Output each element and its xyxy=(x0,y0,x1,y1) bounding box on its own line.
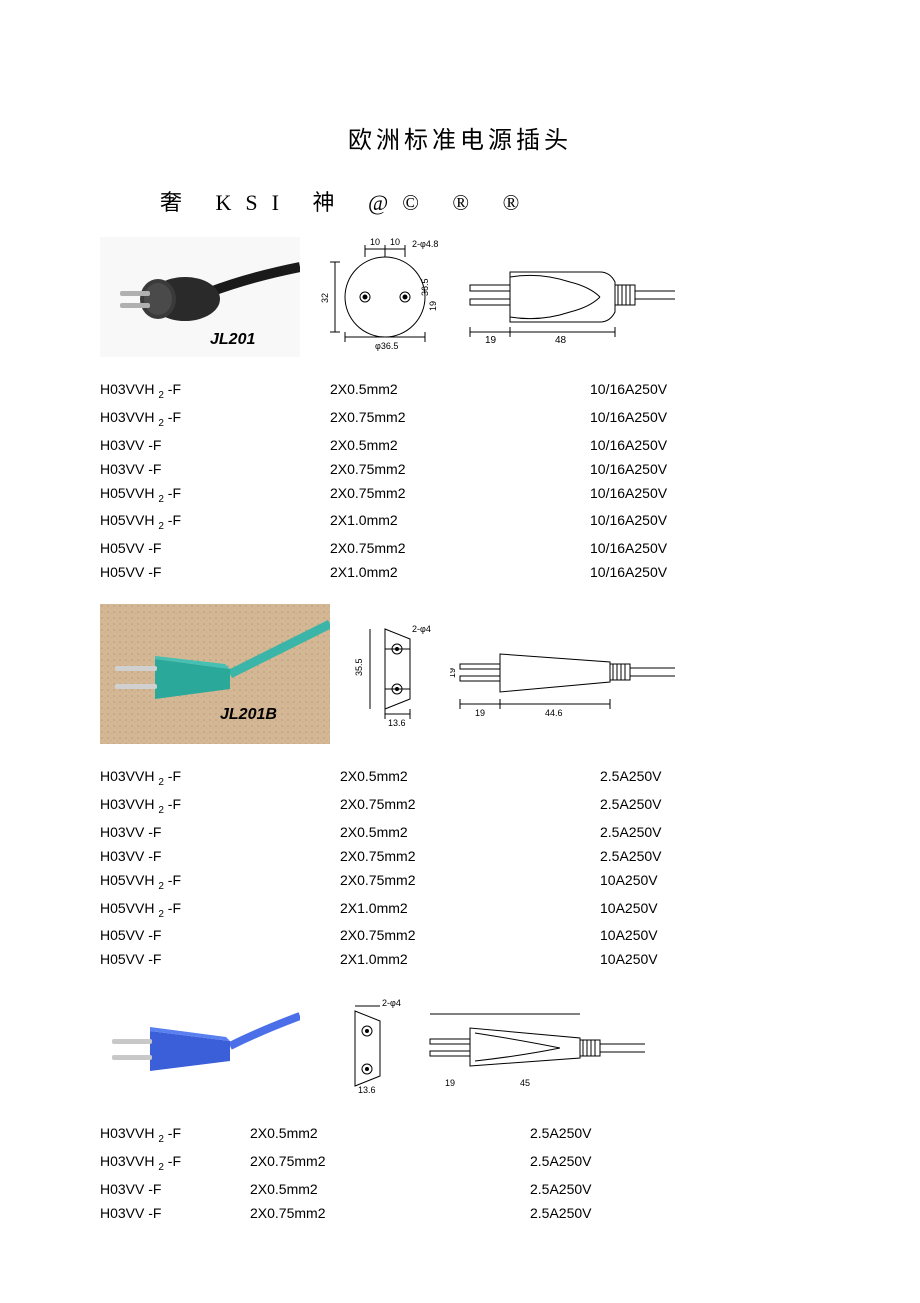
table-row: H03VVH 2 -F2X0.75mm22.5A250V xyxy=(100,792,820,820)
table-row: H03VV -F2X0.75mm210/16A250V xyxy=(100,457,820,481)
svg-text:19: 19 xyxy=(445,1078,455,1088)
svg-text:32: 32 xyxy=(320,293,330,303)
section-3: 13.6 35.5 2-φ4 19 45 xyxy=(100,991,820,1225)
table-row: H03VVH 2 -F2X0.5mm210/16A250V xyxy=(100,377,820,405)
spec-table-2: H03VVH 2 -F2X0.5mm22.5A250VH03VVH 2 -F2X… xyxy=(100,764,820,971)
svg-text:19: 19 xyxy=(475,708,485,718)
svg-text:19: 19 xyxy=(428,301,438,311)
table-row: H05VV -F2X0.75mm210A250V xyxy=(100,923,820,947)
table-row: H03VV -F2X0.5mm22.5A250V xyxy=(100,820,820,844)
table-row: H05VVH 2 -F2X0.75mm210/16A250V xyxy=(100,481,820,509)
table-row: H03VV -F2X0.5mm22.5A250V xyxy=(100,1177,820,1201)
product-photo-jl201: JL201 xyxy=(100,237,300,357)
svg-text:10: 10 xyxy=(390,237,400,247)
table-row: H05VVH 2 -F2X1.0mm210/16A250V xyxy=(100,508,820,536)
svg-text:13.6: 13.6 xyxy=(388,718,406,728)
section-jl201: JL201 10 10 2 xyxy=(100,237,820,584)
table-row: H05VV -F2X1.0mm210A250V xyxy=(100,947,820,971)
svg-text:19: 19 xyxy=(485,335,497,346)
table-row: H03VVH 2 -F2X0.5mm22.5A250V xyxy=(100,764,820,792)
svg-text:19: 19 xyxy=(450,668,457,678)
svg-text:φ36.5: φ36.5 xyxy=(375,341,398,351)
table-row: H05VVH 2 -F2X0.75mm210A250V xyxy=(100,868,820,896)
table-row: H05VVH 2 -F2X1.0mm210A250V xyxy=(100,896,820,924)
table-row: H03VVH 2 -F2X0.75mm210/16A250V xyxy=(100,405,820,433)
svg-text:48: 48 xyxy=(555,335,567,346)
svg-text:35.5: 35.5 xyxy=(354,659,364,677)
table-row: H03VV -F2X0.5mm210/16A250V xyxy=(100,433,820,457)
svg-text:44.6: 44.6 xyxy=(545,708,563,718)
svg-text:36.5: 36.5 xyxy=(420,278,430,296)
spec-table-3: H03VVH 2 -F2X0.5mm22.5A250VH03VVH 2 -F2X… xyxy=(100,1121,820,1225)
tech-drawing-jl201b: 2-φ4 35.5 13.6 19 44.6 19 xyxy=(350,614,820,734)
table-row: H03VV -F2X0.75mm22.5A250V xyxy=(100,1201,820,1225)
svg-text:13.6: 13.6 xyxy=(358,1085,376,1095)
tech-drawing-3: 13.6 35.5 2-φ4 19 45 xyxy=(320,991,820,1101)
svg-text:2-φ4: 2-φ4 xyxy=(382,998,401,1008)
table-row: H03VVH 2 -F2X0.5mm22.5A250V xyxy=(100,1121,820,1149)
product-photo-3 xyxy=(100,991,300,1101)
model-label: JL201 xyxy=(210,331,255,349)
table-row: H03VVH 2 -F2X0.75mm22.5A250V xyxy=(100,1149,820,1177)
table-row: H05VV -F2X0.75mm210/16A250V xyxy=(100,536,820,560)
section-jl201b: JL201B 2-φ4 35.5 13.6 xyxy=(100,604,820,971)
product-photo-jl201b: JL201B xyxy=(100,604,330,744)
symbol-row: 奢 KSI 神 @© ® ® xyxy=(160,185,820,217)
spec-table-1: H03VVH 2 -F2X0.5mm210/16A250VH03VVH 2 -F… xyxy=(100,377,820,584)
svg-text:2-φ4.8: 2-φ4.8 xyxy=(412,239,438,249)
tech-drawing-jl201: 10 10 2-φ4.8 φ36.5 32 36.5 19 xyxy=(320,237,820,357)
table-row: H05VV -F2X1.0mm210/16A250V xyxy=(100,560,820,584)
svg-text:10: 10 xyxy=(370,237,380,247)
model-label: JL201B xyxy=(220,706,277,724)
svg-text:2-φ4: 2-φ4 xyxy=(412,624,431,634)
page-title: 欧洲标准电源插头 xyxy=(100,120,820,155)
svg-text:45: 45 xyxy=(520,1078,530,1088)
table-row: H03VV -F2X0.75mm22.5A250V xyxy=(100,844,820,868)
